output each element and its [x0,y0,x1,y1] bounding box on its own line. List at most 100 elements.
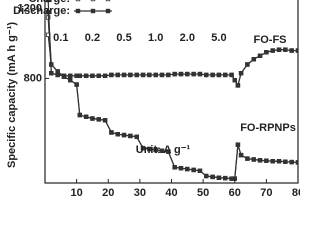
point [264,158,269,163]
point [245,62,250,67]
rate-label: 0.2 [85,32,100,44]
point [191,71,196,77]
legend-label: Discharge: [13,5,70,17]
point [115,72,120,78]
point [55,72,60,78]
point [204,173,209,179]
point [251,57,256,62]
point [115,131,120,137]
point [121,132,127,138]
point [210,72,215,78]
point [153,147,158,153]
point [197,168,203,173]
point [134,72,139,78]
point [83,114,89,119]
point [251,157,256,162]
point [210,174,215,180]
point [235,142,241,147]
point [90,116,95,121]
point [257,53,263,58]
point [197,71,203,77]
rate-label: 1.0 [148,32,163,44]
point [128,133,133,139]
legend-marker [75,8,81,14]
point [238,152,244,158]
x-tick-label: 50 [197,187,209,199]
point [140,72,146,78]
point [77,73,82,79]
point [102,118,108,123]
point [172,165,177,170]
point [257,158,263,163]
series-label: FO-FS [254,34,287,46]
point [238,71,244,76]
point [235,83,241,88]
point [45,0,51,3]
legend-marker [90,8,96,14]
legend-label: Charge: [28,0,70,5]
point [96,117,101,122]
point [166,72,171,78]
x-tick-label: 10 [71,187,83,199]
point [140,145,146,151]
point [147,146,152,152]
point [289,159,294,165]
point [172,71,177,77]
rate-label: 2.0 [180,32,195,44]
x-tick-label: 20 [102,187,114,199]
point [159,72,165,78]
point [185,71,190,77]
point [276,47,282,52]
unit-note: Unit: A g⁻¹ [136,144,191,156]
x-tick-label: 80 [292,187,300,199]
point [245,156,250,161]
point [109,72,114,78]
point [185,166,190,172]
point [295,48,298,53]
point [121,72,127,78]
point [90,73,95,79]
legend-marker [105,8,111,14]
x-tick-label: 70 [260,187,272,199]
point [153,72,158,78]
point [223,175,228,181]
point [232,77,237,83]
point [49,71,54,76]
point [216,72,222,78]
point [289,48,294,53]
point [166,149,171,154]
point [159,148,165,153]
point [270,48,275,53]
chart: Specific capacity (mA h g⁻¹) 10 20 30 40 50 6… [6,0,304,199]
point [283,47,288,52]
point [191,167,196,173]
point [77,112,82,118]
rate-label: 0.1 [53,32,68,44]
point [283,159,288,164]
point [223,72,228,78]
legend-marker [90,0,96,2]
point [109,130,114,135]
point [128,72,133,78]
point [270,159,275,164]
x-tick-label: 60 [229,187,241,199]
y-axis-label: Specific capacity (mA h g⁻¹) [6,22,18,168]
point [102,73,108,79]
point [276,159,282,164]
point [264,50,269,55]
rate-label: 5.0 [211,32,226,44]
point [45,9,51,15]
legend-marker [105,0,111,2]
point [229,72,234,78]
point [147,72,152,78]
point [134,134,139,140]
point [68,77,73,83]
point [83,73,89,79]
point [178,165,184,171]
y-tick-label: 1200 [18,3,42,15]
point [178,71,184,77]
point [295,160,298,165]
point [49,62,54,67]
point [61,74,67,79]
point [96,73,101,79]
